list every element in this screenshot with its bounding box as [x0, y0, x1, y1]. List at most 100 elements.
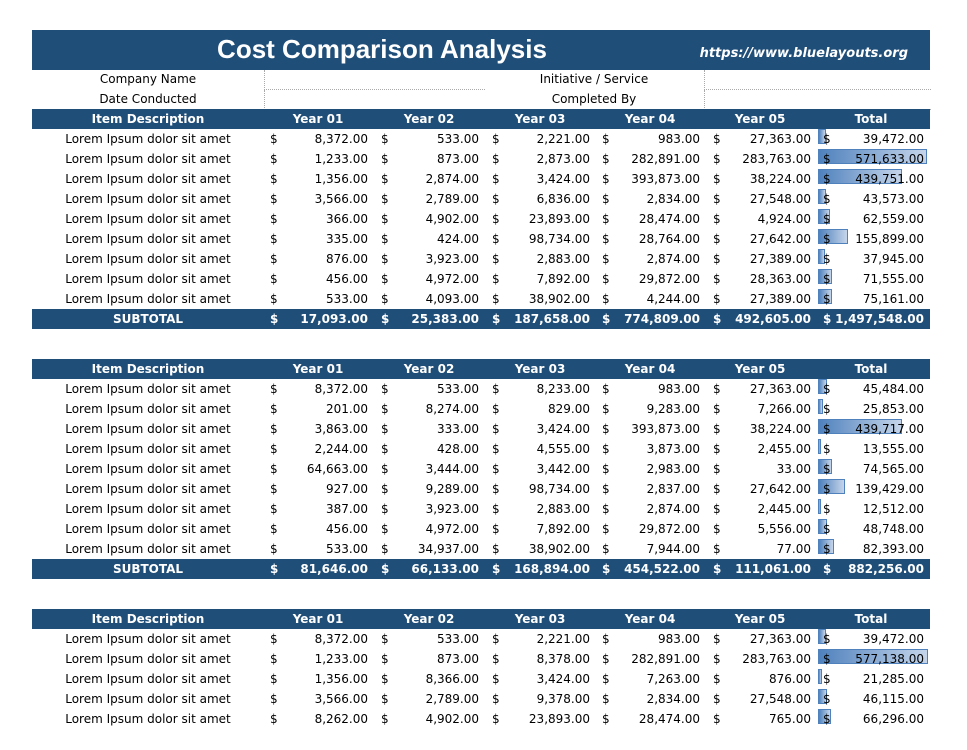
item-description[interactable]: Lorem Ipsum dolor sit amet [65, 172, 231, 186]
year-value[interactable]: 4,902.00 [425, 212, 479, 226]
item-description[interactable]: Lorem Ipsum dolor sit amet [65, 482, 231, 496]
year-value[interactable]: 927.00 [326, 482, 368, 496]
year-value[interactable]: 98,734.00 [528, 482, 590, 496]
year-value[interactable]: 3,566.00 [314, 692, 368, 706]
item-description[interactable]: Lorem Ipsum dolor sit amet [65, 422, 231, 436]
year-value[interactable]: 3,424.00 [536, 172, 590, 186]
year-value[interactable]: 3,923.00 [425, 252, 479, 266]
year-value[interactable]: 8,274.00 [425, 402, 479, 416]
year-value[interactable]: 2,221.00 [536, 132, 590, 146]
year-value[interactable]: 2,837.00 [646, 482, 700, 496]
year-value[interactable]: 4,902.00 [425, 712, 479, 726]
year-value[interactable]: 8,366.00 [425, 672, 479, 686]
year-value[interactable]: 2,445.00 [757, 502, 811, 516]
year-value[interactable]: 8,372.00 [314, 632, 368, 646]
year-value[interactable]: 2,874.00 [425, 172, 479, 186]
year-value[interactable]: 393,873.00 [631, 172, 700, 186]
year-value[interactable]: 3,873.00 [646, 442, 700, 456]
year-value[interactable]: 28,474.00 [638, 712, 700, 726]
year-value[interactable]: 876.00 [326, 252, 368, 266]
year-value[interactable]: 876.00 [769, 672, 811, 686]
year-value[interactable]: 333.00 [437, 422, 479, 436]
year-value[interactable]: 4,972.00 [425, 272, 479, 286]
year-value[interactable]: 28,363.00 [749, 272, 811, 286]
year-value[interactable]: 27,548.00 [749, 192, 811, 206]
item-description[interactable]: Lorem Ipsum dolor sit amet [65, 382, 231, 396]
year-value[interactable]: 5,556.00 [757, 522, 811, 536]
item-description[interactable]: Lorem Ipsum dolor sit amet [65, 232, 231, 246]
year-value[interactable]: 533.00 [437, 132, 479, 146]
item-description[interactable]: Lorem Ipsum dolor sit amet [65, 672, 231, 686]
year-value[interactable]: 2,834.00 [646, 192, 700, 206]
year-value[interactable]: 7,944.00 [646, 542, 700, 556]
item-description[interactable]: Lorem Ipsum dolor sit amet [65, 212, 231, 226]
year-value[interactable]: 983.00 [658, 132, 700, 146]
year-value[interactable]: 1,356.00 [314, 172, 368, 186]
year-value[interactable]: 7,266.00 [757, 402, 811, 416]
item-description[interactable]: Lorem Ipsum dolor sit amet [65, 292, 231, 306]
year-value[interactable]: 2,883.00 [536, 502, 590, 516]
year-value[interactable]: 27,642.00 [749, 232, 811, 246]
year-value[interactable]: 28,474.00 [638, 212, 700, 226]
year-value[interactable]: 3,442.00 [536, 462, 590, 476]
year-value[interactable]: 77.00 [776, 542, 811, 556]
year-value[interactable]: 2,874.00 [646, 502, 700, 516]
year-value[interactable]: 7,892.00 [536, 272, 590, 286]
year-value[interactable]: 2,873.00 [536, 152, 590, 166]
year-value[interactable]: 1,356.00 [314, 672, 368, 686]
year-value[interactable]: 38,224.00 [749, 172, 811, 186]
year-value[interactable]: 98,734.00 [528, 232, 590, 246]
item-description[interactable]: Lorem Ipsum dolor sit amet [65, 442, 231, 456]
year-value[interactable]: 387.00 [326, 502, 368, 516]
year-value[interactable]: 2,874.00 [646, 252, 700, 266]
year-value[interactable]: 2,834.00 [646, 692, 700, 706]
year-value[interactable]: 4,093.00 [425, 292, 479, 306]
year-value[interactable]: 533.00 [326, 542, 368, 556]
year-value[interactable]: 4,924.00 [757, 212, 811, 226]
item-description[interactable]: Lorem Ipsum dolor sit amet [65, 712, 231, 726]
item-description[interactable]: Lorem Ipsum dolor sit amet [65, 502, 231, 516]
item-description[interactable]: Lorem Ipsum dolor sit amet [65, 632, 231, 646]
year-value[interactable]: 27,642.00 [749, 482, 811, 496]
year-value[interactable]: 23,893.00 [528, 212, 590, 226]
year-value[interactable]: 9,283.00 [646, 402, 700, 416]
year-value[interactable]: 27,363.00 [749, 132, 811, 146]
year-value[interactable]: 983.00 [658, 632, 700, 646]
year-value[interactable]: 283,763.00 [742, 652, 811, 666]
site-url[interactable]: https://www.bluelayouts.org [699, 46, 908, 61]
date-conducted-field[interactable] [264, 90, 485, 110]
item-description[interactable]: Lorem Ipsum dolor sit amet [65, 272, 231, 286]
year-value[interactable]: 27,548.00 [749, 692, 811, 706]
year-value[interactable]: 33.00 [776, 462, 811, 476]
item-description[interactable]: Lorem Ipsum dolor sit amet [65, 132, 231, 146]
year-value[interactable]: 8,378.00 [536, 652, 590, 666]
year-value[interactable]: 2,221.00 [536, 632, 590, 646]
year-value[interactable]: 27,389.00 [749, 292, 811, 306]
year-value[interactable]: 8,372.00 [314, 382, 368, 396]
year-value[interactable]: 282,891.00 [631, 652, 700, 666]
initiative-field[interactable] [704, 70, 931, 90]
year-value[interactable]: 201.00 [326, 402, 368, 416]
item-description[interactable]: Lorem Ipsum dolor sit amet [65, 462, 231, 476]
item-description[interactable]: Lorem Ipsum dolor sit amet [65, 522, 231, 536]
year-value[interactable]: 9,289.00 [425, 482, 479, 496]
year-value[interactable]: 428.00 [437, 442, 479, 456]
year-value[interactable]: 456.00 [326, 272, 368, 286]
year-value[interactable]: 2,789.00 [425, 692, 479, 706]
year-value[interactable]: 7,892.00 [536, 522, 590, 536]
year-value[interactable]: 28,764.00 [638, 232, 700, 246]
year-value[interactable]: 3,923.00 [425, 502, 479, 516]
year-value[interactable]: 3,863.00 [314, 422, 368, 436]
year-value[interactable]: 2,883.00 [536, 252, 590, 266]
year-value[interactable]: 6,836.00 [536, 192, 590, 206]
year-value[interactable]: 4,244.00 [646, 292, 700, 306]
year-value[interactable]: 335.00 [326, 232, 368, 246]
year-value[interactable]: 9,378.00 [536, 692, 590, 706]
year-value[interactable]: 2,789.00 [425, 192, 479, 206]
year-value[interactable]: 2,455.00 [757, 442, 811, 456]
item-description[interactable]: Lorem Ipsum dolor sit amet [65, 402, 231, 416]
year-value[interactable]: 4,972.00 [425, 522, 479, 536]
year-value[interactable]: 393,873.00 [631, 422, 700, 436]
year-value[interactable]: 829.00 [548, 402, 590, 416]
year-value[interactable]: 27,363.00 [749, 382, 811, 396]
